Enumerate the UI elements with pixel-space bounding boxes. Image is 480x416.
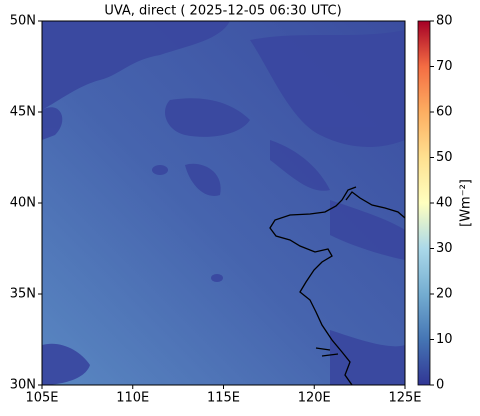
x-tick-label: 115E <box>207 391 240 406</box>
colorbar-label: [Wm⁻²] <box>459 179 474 227</box>
x-tick-label: 120E <box>298 391 331 406</box>
colorbar-tick-label: 0 <box>436 378 444 393</box>
colorbar-tick-label: 30 <box>436 241 453 256</box>
y-tick-label: 30N <box>10 378 36 393</box>
colorbar-tick-label: 20 <box>436 287 453 302</box>
colorbar-tick-label: 70 <box>436 59 453 74</box>
colorbar-tick-label: 50 <box>436 150 453 165</box>
y-tick-label: 40N <box>10 196 36 211</box>
y-tick-label: 50N <box>10 14 36 29</box>
x-tick-label: 110E <box>116 391 149 406</box>
y-tick-label: 35N <box>10 287 36 302</box>
map-title: UVA, direct ( 2025-12-05 06:30 UTC) <box>104 4 341 19</box>
colorbar-tick-label: 60 <box>436 105 453 120</box>
x-tick-label: 105E <box>25 391 58 406</box>
colorbar <box>417 20 431 386</box>
x-tick-label: 125E <box>388 391 421 406</box>
colorbar-tick-label: 10 <box>436 332 453 347</box>
map-raster <box>42 21 405 385</box>
colorbar-tick-label: 80 <box>436 14 453 29</box>
y-tick-label: 45N <box>10 105 36 120</box>
colorbar-tick-label: 40 <box>436 196 453 211</box>
